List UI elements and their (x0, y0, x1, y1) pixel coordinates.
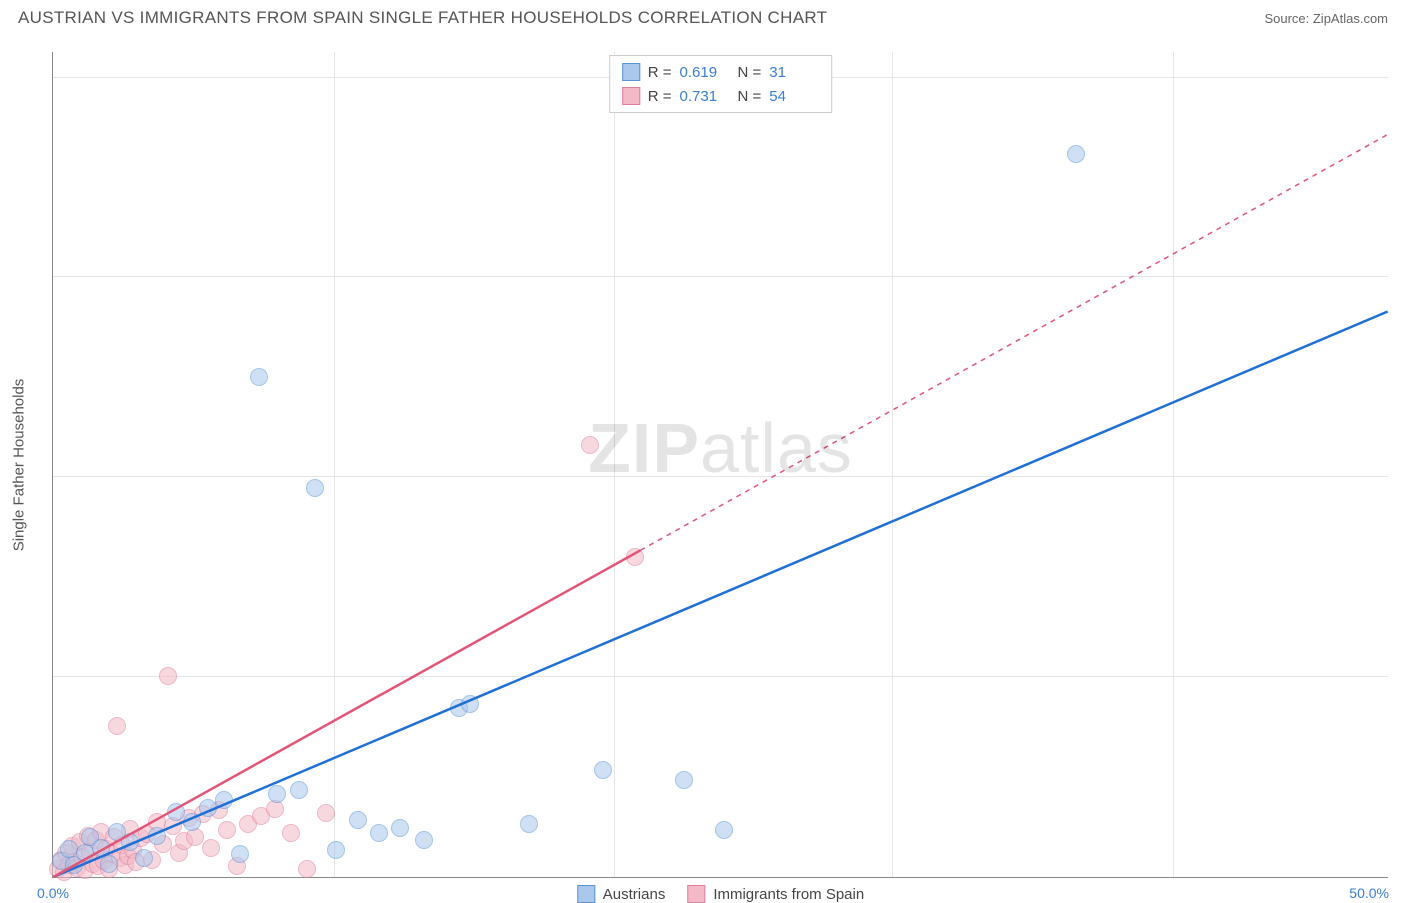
swatch-icon (687, 885, 705, 903)
plot-area: Single Father Households R = 0.619 N = 3… (52, 52, 1388, 878)
legend-label: Austrians (603, 886, 666, 903)
swatch-icon (577, 885, 595, 903)
chart-title: AUSTRIAN VS IMMIGRANTS FROM SPAIN SINGLE… (18, 8, 827, 28)
x-tick-label: 0.0% (37, 885, 69, 901)
legend-item-spain: Immigrants from Spain (687, 885, 864, 903)
r-value: 0.731 (680, 88, 730, 105)
swatch-icon (622, 87, 640, 105)
correlation-legend: R = 0.619 N = 31 R = 0.731 N = 54 (609, 55, 833, 113)
n-value: 31 (769, 64, 819, 81)
chart-container: Single Father Households R = 0.619 N = 3… (52, 52, 1388, 878)
y-axis-label: Single Father Households (11, 378, 28, 551)
r-value: 0.619 (680, 64, 730, 81)
legend-item-austrians: Austrians (577, 885, 666, 903)
legend-row-austrians: R = 0.619 N = 31 (622, 60, 820, 84)
x-tick-label: 50.0% (1349, 885, 1389, 901)
swatch-icon (622, 63, 640, 81)
series-legend: Austrians Immigrants from Spain (577, 885, 864, 903)
source-label: Source: ZipAtlas.com (1264, 11, 1388, 26)
n-value: 54 (769, 88, 819, 105)
legend-row-spain: R = 0.731 N = 54 (622, 84, 820, 108)
header: AUSTRIAN VS IMMIGRANTS FROM SPAIN SINGLE… (0, 0, 1406, 34)
legend-label: Immigrants from Spain (713, 886, 864, 903)
regression-lines (53, 52, 1388, 877)
